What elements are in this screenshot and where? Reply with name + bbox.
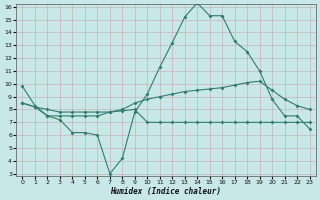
X-axis label: Humidex (Indice chaleur): Humidex (Indice chaleur) [110, 187, 221, 196]
